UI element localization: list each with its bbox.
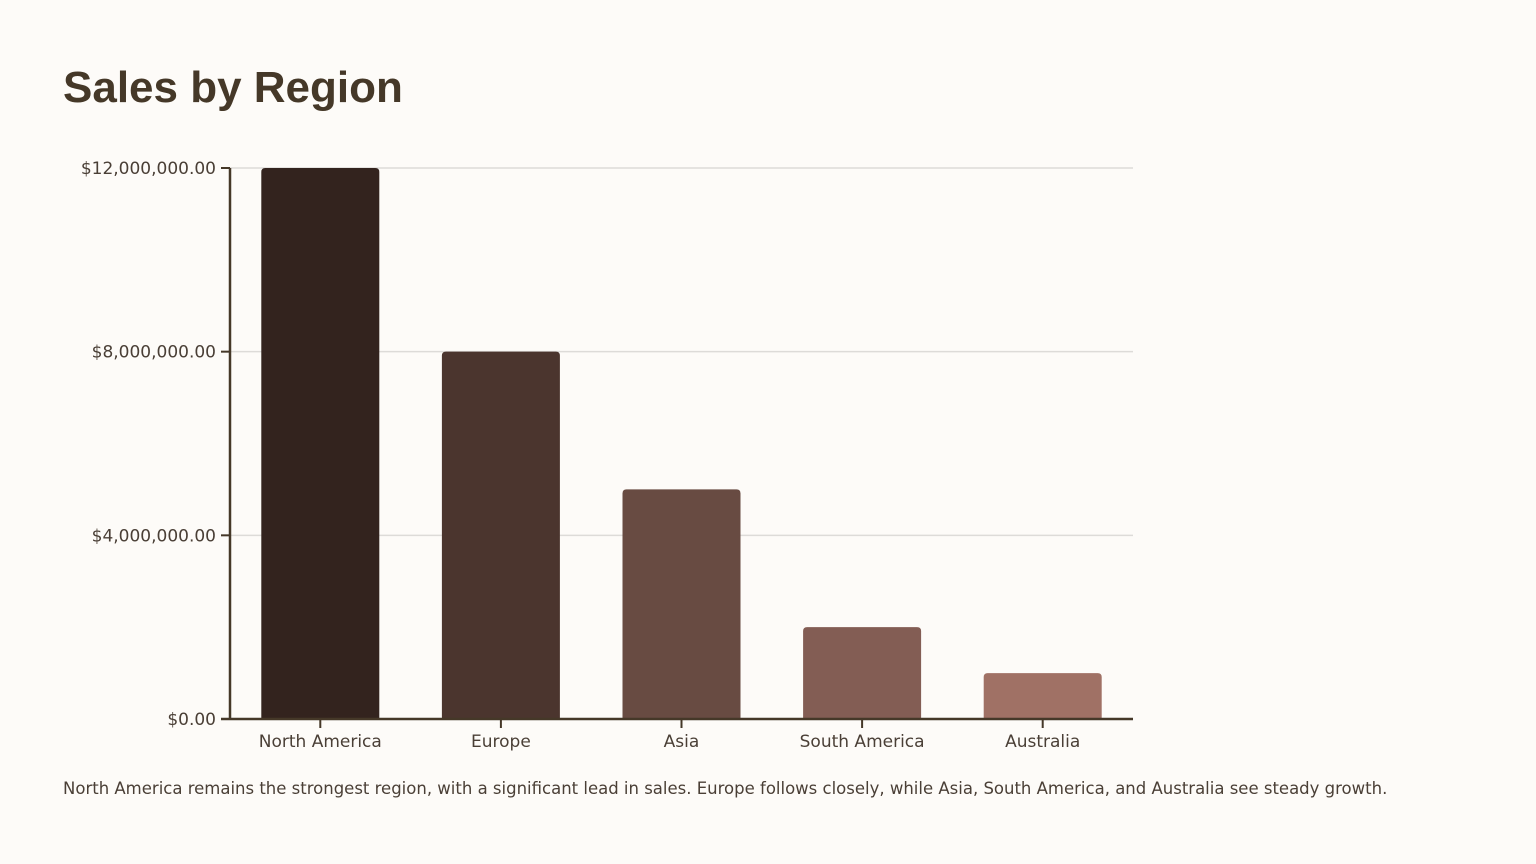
- chart-title: Sales by Region: [63, 63, 403, 112]
- x-tick-label: South America: [800, 732, 925, 752]
- y-tick-label: $4,000,000.00: [92, 526, 216, 546]
- y-tick-label: $12,000,000.00: [81, 159, 216, 179]
- bar-europe: [441, 351, 560, 719]
- x-tick-label: North America: [259, 732, 382, 752]
- chart-caption: North America remains the strongest regi…: [63, 779, 1388, 798]
- x-axis-ticks: North America Europe Asia South America Aust…: [259, 719, 1080, 752]
- y-tick-label: $0.00: [167, 710, 216, 730]
- y-tick-label: $8,000,000.00: [92, 343, 216, 363]
- bar-south-america: [803, 627, 922, 719]
- x-tick-label: Europe: [471, 732, 531, 752]
- bar-asia: [622, 489, 741, 719]
- x-tick-label: Asia: [664, 732, 700, 752]
- y-axis-ticks: $0.00 $4,000,000.00 $8,000,000.00 $12,000,0…: [81, 159, 230, 730]
- axes: [221, 168, 1133, 721]
- bar-north-america: [261, 168, 380, 719]
- x-tick-label: Australia: [1005, 732, 1080, 752]
- bar-australia: [983, 673, 1102, 719]
- bars: [261, 168, 1102, 719]
